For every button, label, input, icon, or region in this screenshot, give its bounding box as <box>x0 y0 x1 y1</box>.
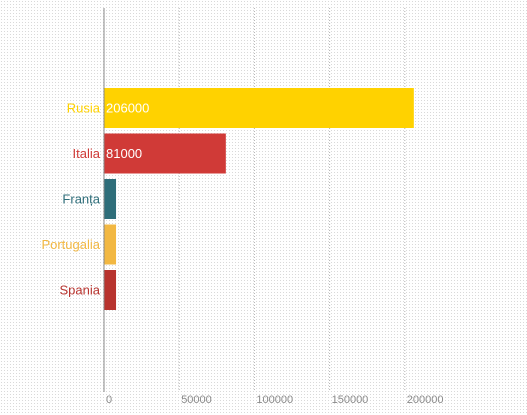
bar-2 <box>104 179 117 219</box>
category-label-4: Spania <box>60 283 101 298</box>
bar-4 <box>104 270 117 310</box>
category-label-2: Franța <box>62 192 100 207</box>
category-label-0: Rusia <box>67 101 101 116</box>
bar-3 <box>104 224 117 265</box>
x-tick-label-3: 150000 <box>332 394 369 406</box>
bar-0 <box>104 88 414 128</box>
value-label-0: 206000 <box>106 101 149 116</box>
category-label-3: Portugalia <box>41 237 100 252</box>
bar-1 <box>104 133 226 174</box>
category-label-1: Italia <box>73 146 101 161</box>
x-tick-label-4: 200000 <box>407 394 444 406</box>
x-tick-label-2: 100000 <box>256 394 293 406</box>
value-label-1: 81000 <box>106 146 142 161</box>
x-tick-label-1: 50000 <box>181 394 212 406</box>
x-tick-label-0: 0 <box>106 394 112 406</box>
